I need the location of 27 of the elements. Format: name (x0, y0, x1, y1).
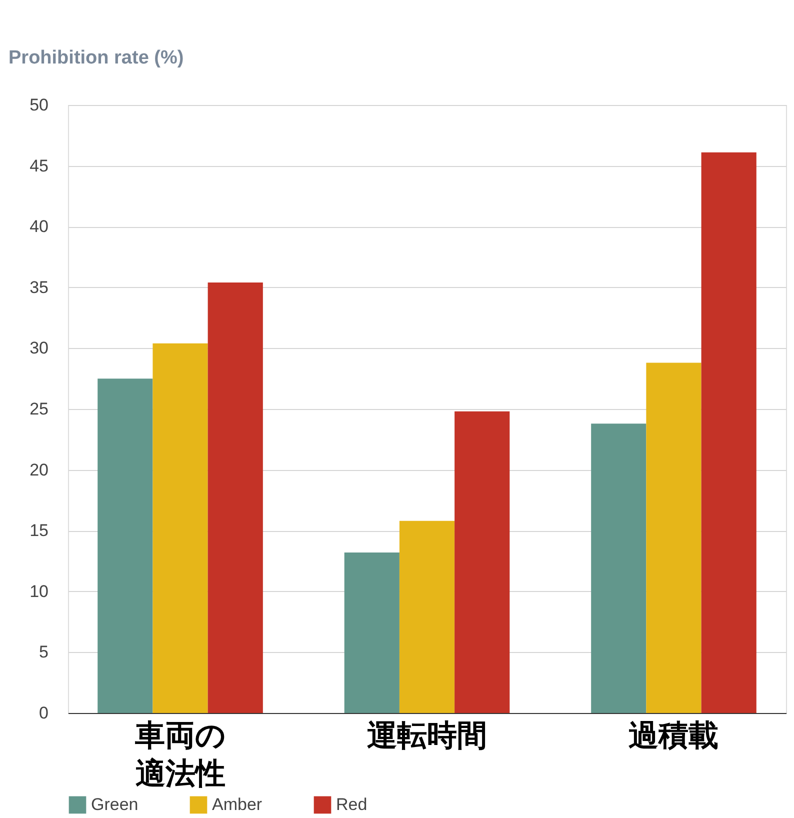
bar (344, 552, 400, 713)
legend-label: Red (336, 794, 368, 814)
y-axis-title: Prohibition rate (%) (8, 48, 184, 68)
y-tick-label: 50 (30, 96, 48, 114)
x-tick-label: 運転時間 (367, 720, 487, 752)
y-tick-label: 30 (30, 338, 48, 358)
y-tick-label: 40 (30, 217, 48, 236)
y-tick-label: 5 (39, 642, 48, 662)
y-tick-label: 35 (30, 278, 48, 297)
y-tick-label: 15 (30, 521, 48, 540)
y-tick-label: 25 (30, 400, 48, 418)
bar (399, 520, 455, 713)
legend-label: Amber (212, 794, 262, 814)
bar (208, 282, 263, 713)
bar (454, 411, 510, 713)
y-tick-label: 10 (30, 582, 48, 601)
bar (98, 378, 153, 713)
x-tick-label: 過積載 (628, 720, 719, 752)
y-tick-label: 20 (30, 460, 48, 480)
bar (152, 343, 208, 713)
y-tick-label: 45 (30, 156, 48, 176)
legend-label: Green (91, 794, 138, 814)
y-tick-label: 0 (39, 704, 48, 722)
bar (646, 362, 702, 713)
bar (591, 424, 646, 713)
x-tick-label: 車両の適法性 (134, 720, 226, 790)
bar (701, 152, 756, 713)
